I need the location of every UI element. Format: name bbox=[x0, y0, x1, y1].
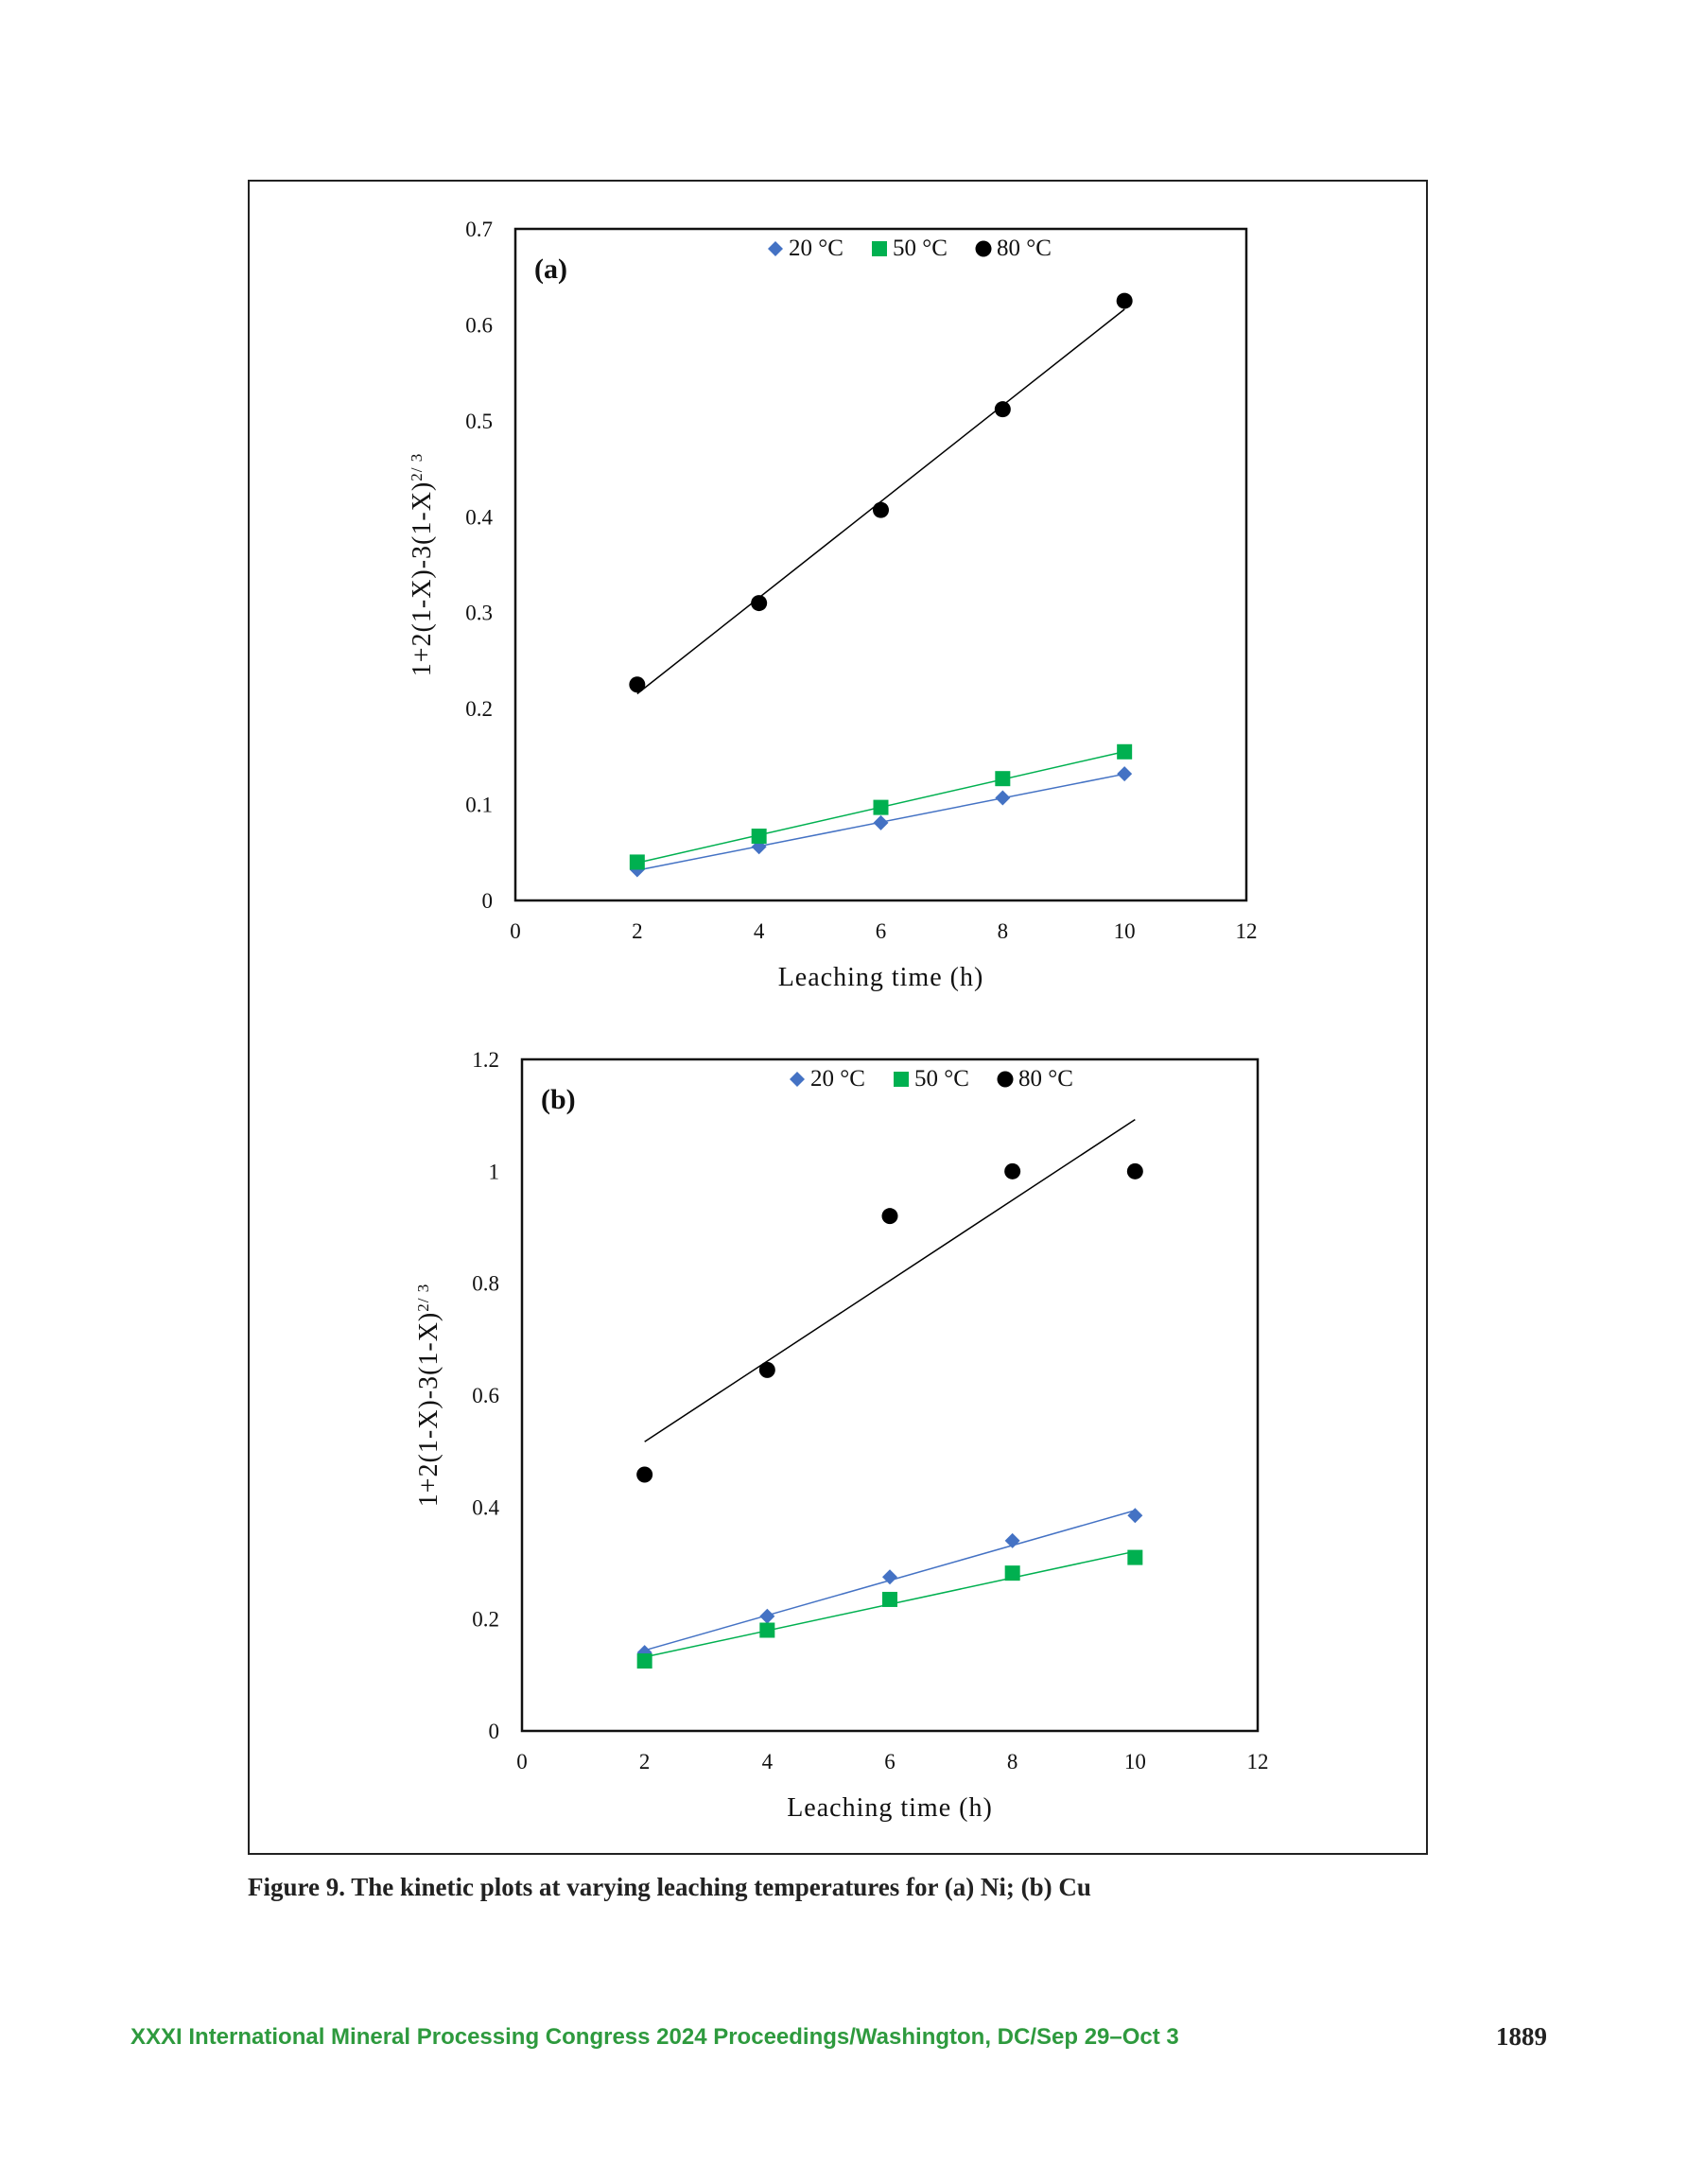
x-tick-label: 2 bbox=[639, 1750, 651, 1773]
x-tick-label: 8 bbox=[1007, 1750, 1018, 1773]
y-tick-label: 1.2 bbox=[472, 1048, 499, 1072]
data-point bbox=[751, 829, 767, 845]
legend-label: 80 °C bbox=[1018, 1066, 1073, 1092]
x-tick-label: 12 bbox=[1236, 919, 1258, 943]
y-axis-title: 1+2(1-X)-3(1-X)2/ 3 bbox=[414, 1284, 444, 1508]
data-point bbox=[636, 1645, 652, 1661]
legend-marker bbox=[997, 1071, 1014, 1088]
chart-panel-b: 0 2 4 6 8 10 12 0 0.2 0.4 0.6 0.8 1 1.2 Leaching time … bbox=[414, 1048, 1269, 1823]
y-tick-label: 0.6 bbox=[472, 1384, 499, 1407]
data-point bbox=[1127, 1549, 1143, 1565]
y-tick-label: 0.7 bbox=[465, 218, 493, 241]
x-tick-label: 0 bbox=[510, 919, 521, 943]
y-tick-label: 0 bbox=[482, 889, 494, 913]
plot-area bbox=[520, 1057, 1260, 1733]
x-tick-label: 8 bbox=[998, 919, 1009, 943]
data-point bbox=[994, 401, 1011, 418]
x-tick-label: 4 bbox=[762, 1750, 774, 1773]
data-point bbox=[629, 676, 646, 693]
legend-marker bbox=[975, 240, 992, 257]
trendline bbox=[636, 308, 1125, 695]
data-point bbox=[751, 595, 768, 612]
data-point bbox=[873, 501, 889, 518]
data-point bbox=[873, 799, 889, 815]
data-point bbox=[1116, 292, 1133, 309]
x-tick-label: 10 bbox=[1124, 1750, 1146, 1773]
y-tick-label: 0.6 bbox=[465, 313, 493, 337]
data-point bbox=[636, 1653, 652, 1669]
data-point bbox=[629, 854, 645, 870]
y-tick-label: 0.5 bbox=[465, 410, 493, 433]
chart-panel-a: 0 2 4 6 8 10 12 0 0.1 0.2 0.3 0.4 0.5 0.6 0.7 Leaching … bbox=[408, 218, 1258, 992]
legend-label: 50 °C bbox=[914, 1066, 969, 1092]
y-tick-label: 1 bbox=[489, 1160, 500, 1183]
x-tick-label: 12 bbox=[1247, 1750, 1269, 1773]
data-point bbox=[1126, 1162, 1143, 1179]
figure-frame bbox=[248, 180, 1428, 1855]
data-point bbox=[882, 1591, 897, 1607]
data-point bbox=[758, 1361, 775, 1378]
data-point bbox=[1117, 743, 1133, 760]
page-number: 1889 bbox=[1496, 2022, 1547, 2051]
y-tick-label: 0.4 bbox=[472, 1495, 499, 1519]
legend-label: 80 °C bbox=[997, 236, 1052, 261]
data-point bbox=[636, 1466, 653, 1483]
legend-marker bbox=[790, 1072, 805, 1087]
plot-area bbox=[513, 227, 1248, 902]
panel-label: (b) bbox=[541, 1084, 576, 1115]
y-tick-label: 0 bbox=[489, 1720, 500, 1743]
data-point bbox=[759, 1608, 775, 1624]
trendline bbox=[644, 1119, 1136, 1442]
legend-label: 20 °C bbox=[810, 1066, 865, 1092]
legend-label: 20 °C bbox=[789, 236, 844, 261]
y-tick-label: 0.2 bbox=[472, 1608, 499, 1632]
y-tick-label: 0.4 bbox=[465, 505, 493, 529]
data-point bbox=[1117, 766, 1133, 782]
legend-label: 50 °C bbox=[893, 236, 948, 261]
footer-proceedings-text: XXXI International Mineral Processing Co… bbox=[130, 2024, 1179, 2050]
y-axis-title: 1+2(1-X)-3(1-X)2/ 3 bbox=[408, 453, 438, 677]
legend-marker bbox=[872, 241, 887, 256]
data-point bbox=[881, 1208, 898, 1225]
y-tick-label: 0.8 bbox=[472, 1272, 499, 1296]
y-tick-label: 0.2 bbox=[465, 697, 493, 721]
y-tick-label: 0.1 bbox=[465, 794, 493, 817]
data-point bbox=[882, 1569, 897, 1585]
data-point bbox=[759, 1622, 775, 1638]
x-tick-label: 10 bbox=[1114, 919, 1136, 943]
legend-marker bbox=[768, 241, 783, 256]
figure-caption: Figure 9. The kinetic plots at varying l… bbox=[248, 1873, 1091, 1901]
data-point bbox=[1127, 1508, 1143, 1524]
x-tick-label: 6 bbox=[876, 919, 887, 943]
x-tick-label: 0 bbox=[516, 1750, 528, 1773]
x-tick-label: 2 bbox=[632, 919, 643, 943]
data-point bbox=[1004, 1162, 1021, 1179]
x-axis-title: Leaching time (h) bbox=[787, 1793, 993, 1823]
data-point bbox=[995, 771, 1011, 787]
legend-marker bbox=[894, 1072, 909, 1087]
data-point bbox=[1004, 1565, 1020, 1581]
x-axis-title: Leaching time (h) bbox=[778, 963, 984, 992]
data-point bbox=[873, 814, 889, 830]
data-point bbox=[1004, 1532, 1020, 1548]
data-point bbox=[995, 790, 1011, 806]
panel-label: (a) bbox=[534, 253, 567, 285]
y-tick-label: 0.3 bbox=[465, 602, 493, 625]
x-tick-label: 4 bbox=[754, 919, 765, 943]
x-tick-label: 6 bbox=[884, 1750, 896, 1773]
